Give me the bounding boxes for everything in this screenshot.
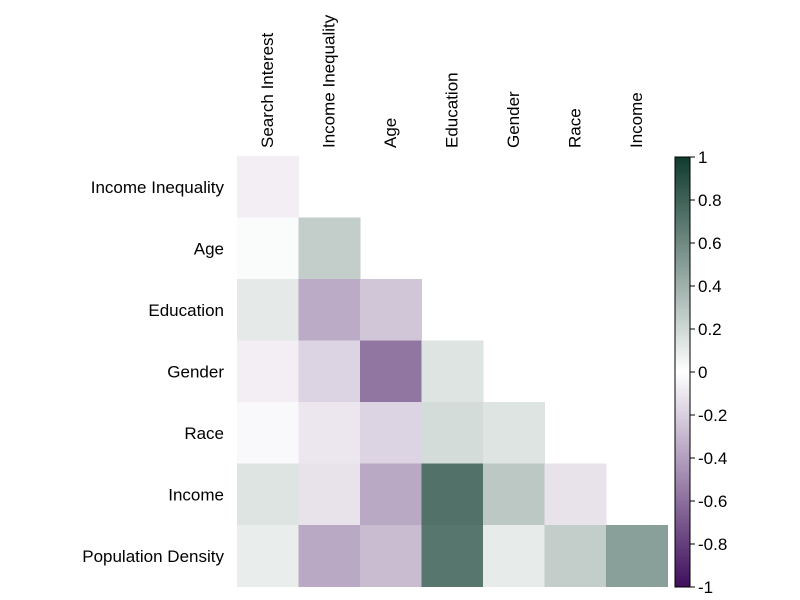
- heatmap-cell: [298, 340, 361, 403]
- heatmap-cells: [237, 156, 668, 587]
- heatmap-cell: [298, 402, 361, 464]
- heatmap-cell: [237, 156, 299, 218]
- heatmap-cell: [421, 402, 484, 464]
- heatmap-cell: [606, 525, 668, 587]
- heatmap-cell: [237, 340, 299, 403]
- colorbar-ticks: 1 0.8 0.6 0.4 0.2 0 -0.2 -0.4 -0.6 -0.8 -1: [690, 148, 727, 597]
- heatmap-cell: [298, 279, 361, 341]
- heatmap-cell: [237, 279, 299, 341]
- colorbar-tick-label: -1: [698, 578, 713, 597]
- heatmap-cell: [483, 525, 545, 587]
- x-axis-tick-labels: Search Interest Income Inequality Age Educa…: [258, 14, 646, 148]
- heatmap-cell: [298, 217, 361, 280]
- y-tick-label: Population Density: [82, 547, 224, 566]
- colorbar-gradient: [674, 156, 691, 588]
- colorbar-tick-label: 0: [698, 363, 707, 382]
- x-tick-label: Income Inequality: [319, 14, 338, 148]
- colorbar-tick-label: 0.8: [698, 191, 722, 210]
- heatmap-cell: [298, 463, 361, 526]
- y-tick-label: Income Inequality: [91, 178, 225, 197]
- heatmap-cell: [483, 463, 545, 526]
- heatmap-cell: [360, 340, 422, 403]
- x-tick-label: Gender: [504, 91, 523, 148]
- heatmap-cell: [421, 340, 484, 403]
- x-tick-label: Race: [565, 108, 584, 148]
- colorbar: 1 0.8 0.6 0.4 0.2 0 -0.2 -0.4 -0.6 -0.8 -1: [674, 148, 727, 597]
- heatmap-cell: [544, 463, 607, 526]
- colorbar-tick-label: -0.4: [698, 449, 727, 468]
- heatmap-cell: [237, 402, 299, 464]
- heatmap-cell: [544, 525, 607, 587]
- x-tick-label: Income: [627, 92, 646, 148]
- heatmap-cell: [421, 463, 484, 526]
- y-axis-tick-labels: Income Inequality Age Education Gender Race I…: [82, 178, 224, 566]
- colorbar-tick-label: 0.4: [698, 277, 722, 296]
- colorbar-tick-label: -0.6: [698, 492, 727, 511]
- heatmap-cell: [237, 217, 299, 280]
- heatmap-cell: [360, 525, 422, 587]
- y-tick-label: Race: [184, 424, 224, 443]
- heatmap-cell: [360, 279, 422, 341]
- heatmap-cell: [360, 463, 422, 526]
- colorbar-tick-label: 0.6: [698, 234, 722, 253]
- y-tick-label: Gender: [167, 362, 224, 381]
- y-tick-label: Age: [194, 239, 224, 258]
- heatmap-cell: [298, 525, 361, 587]
- heatmap-cell: [237, 525, 299, 587]
- y-tick-label: Income: [168, 485, 224, 504]
- x-tick-label: Search Interest: [258, 32, 277, 148]
- heatmap-cell: [483, 402, 545, 464]
- y-tick-label: Education: [148, 301, 224, 320]
- x-tick-label: Education: [442, 72, 461, 148]
- colorbar-tick-label: -0.8: [698, 535, 727, 554]
- colorbar-tick-label: -0.2: [698, 406, 727, 425]
- heatmap-cell: [360, 402, 422, 464]
- x-tick-label: Age: [381, 118, 400, 148]
- heatmap-cell: [237, 463, 299, 526]
- heatmap-cell: [421, 525, 484, 587]
- colorbar-tick-label: 0.2: [698, 320, 722, 339]
- colorbar-tick-label: 1: [698, 148, 707, 167]
